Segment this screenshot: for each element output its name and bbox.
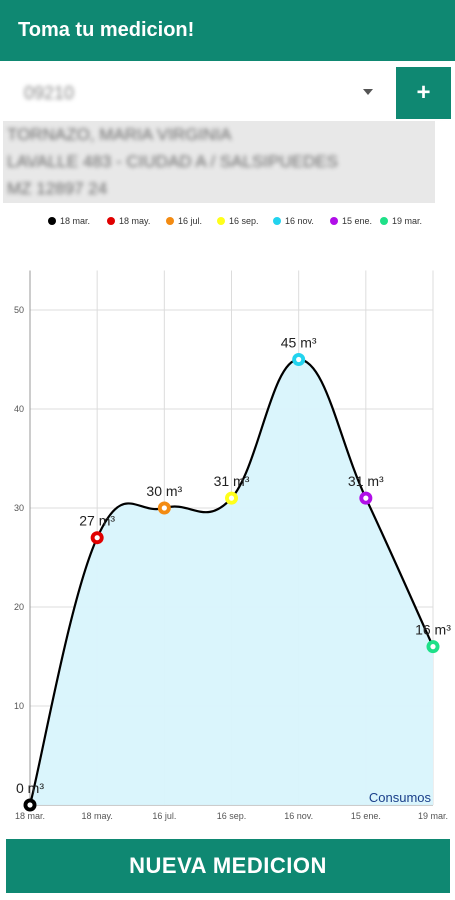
x-tick-label: 18 mar. <box>15 811 45 821</box>
app-title: Toma tu medicion! <box>18 19 195 41</box>
app-bar: Toma tu medicion! <box>0 0 455 61</box>
data-point-center <box>94 535 100 541</box>
y-tick-label: 50 <box>14 305 24 315</box>
x-tick-label: 15 ene. <box>351 811 381 821</box>
x-tick-label: 19 mar. <box>418 811 448 821</box>
data-point-center <box>296 356 302 363</box>
legend-label: 16 jul. <box>178 216 202 226</box>
account-lot: MZ 12897 24 <box>7 179 108 198</box>
legend-label: 15 ene. <box>342 216 372 226</box>
y-tick-label: 20 <box>14 602 24 612</box>
legend-marker <box>330 217 338 225</box>
x-tick-label: 16 jul. <box>152 811 176 821</box>
x-tick-label: 18 may. <box>81 811 112 821</box>
legend-label: 19 mar. <box>392 216 422 226</box>
area-fill <box>30 359 433 805</box>
chart-description: Consumos <box>369 790 432 805</box>
x-tick-label: 16 sep. <box>217 811 247 821</box>
data-label: 16 m³ <box>415 622 451 638</box>
dropdown-caret-icon <box>363 89 373 95</box>
account-name: TORNAZO, MARIA VIRGINIA <box>7 125 232 144</box>
legend-label: 16 sep. <box>229 216 259 226</box>
data-point-center <box>27 802 33 808</box>
legend-label: 18 may. <box>119 216 150 226</box>
y-tick-label: 40 <box>14 404 24 414</box>
y-tick-label: 10 <box>14 701 24 711</box>
selector-bar: 09210 + <box>0 61 455 121</box>
data-label: 31 m³ <box>348 473 384 489</box>
legend-marker <box>380 217 388 225</box>
legend-label: 18 mar. <box>60 216 90 226</box>
data-point-center <box>430 644 436 650</box>
account-info: TORNAZO, MARIA VIRGINIA LAVALLE 483 - CI… <box>3 121 435 203</box>
legend-marker <box>48 217 56 225</box>
data-point-center <box>161 505 167 511</box>
meter-select[interactable]: 09210 <box>0 61 392 121</box>
chart-svg: 10 20 30 40 50 0 m³ 27 m³ 30 m³ 31 m³ 45 m³ 31 m³ 1… <box>14 216 451 821</box>
data-point-center <box>228 495 235 501</box>
consumption-chart: 10 20 30 40 50 0 m³ 27 m³ 30 m³ 31 m³ 45 m³ 31 m³ 1… <box>0 205 455 830</box>
y-tick-label: 30 <box>14 503 24 513</box>
data-label: 0 m³ <box>16 780 44 796</box>
data-label: 30 m³ <box>146 483 182 499</box>
legend-marker <box>107 217 115 225</box>
data-label: 45 m³ <box>281 335 317 351</box>
add-button[interactable]: + <box>396 67 451 119</box>
legend-marker <box>166 217 174 225</box>
meter-select-value: 09210 <box>24 83 75 103</box>
account-address: LAVALLE 483 - CIUDAD A / SALSIPUEDES <box>7 152 339 171</box>
data-point-center <box>363 495 369 501</box>
legend-marker <box>217 217 225 225</box>
x-tick-label: 16 nov. <box>284 811 313 821</box>
legend-marker <box>273 217 281 225</box>
new-measurement-button[interactable]: NUEVA MEDICION <box>6 839 450 893</box>
data-label: 27 m³ <box>79 513 115 529</box>
data-label: 31 m³ <box>214 473 250 489</box>
legend-label: 16 nov. <box>285 216 314 226</box>
